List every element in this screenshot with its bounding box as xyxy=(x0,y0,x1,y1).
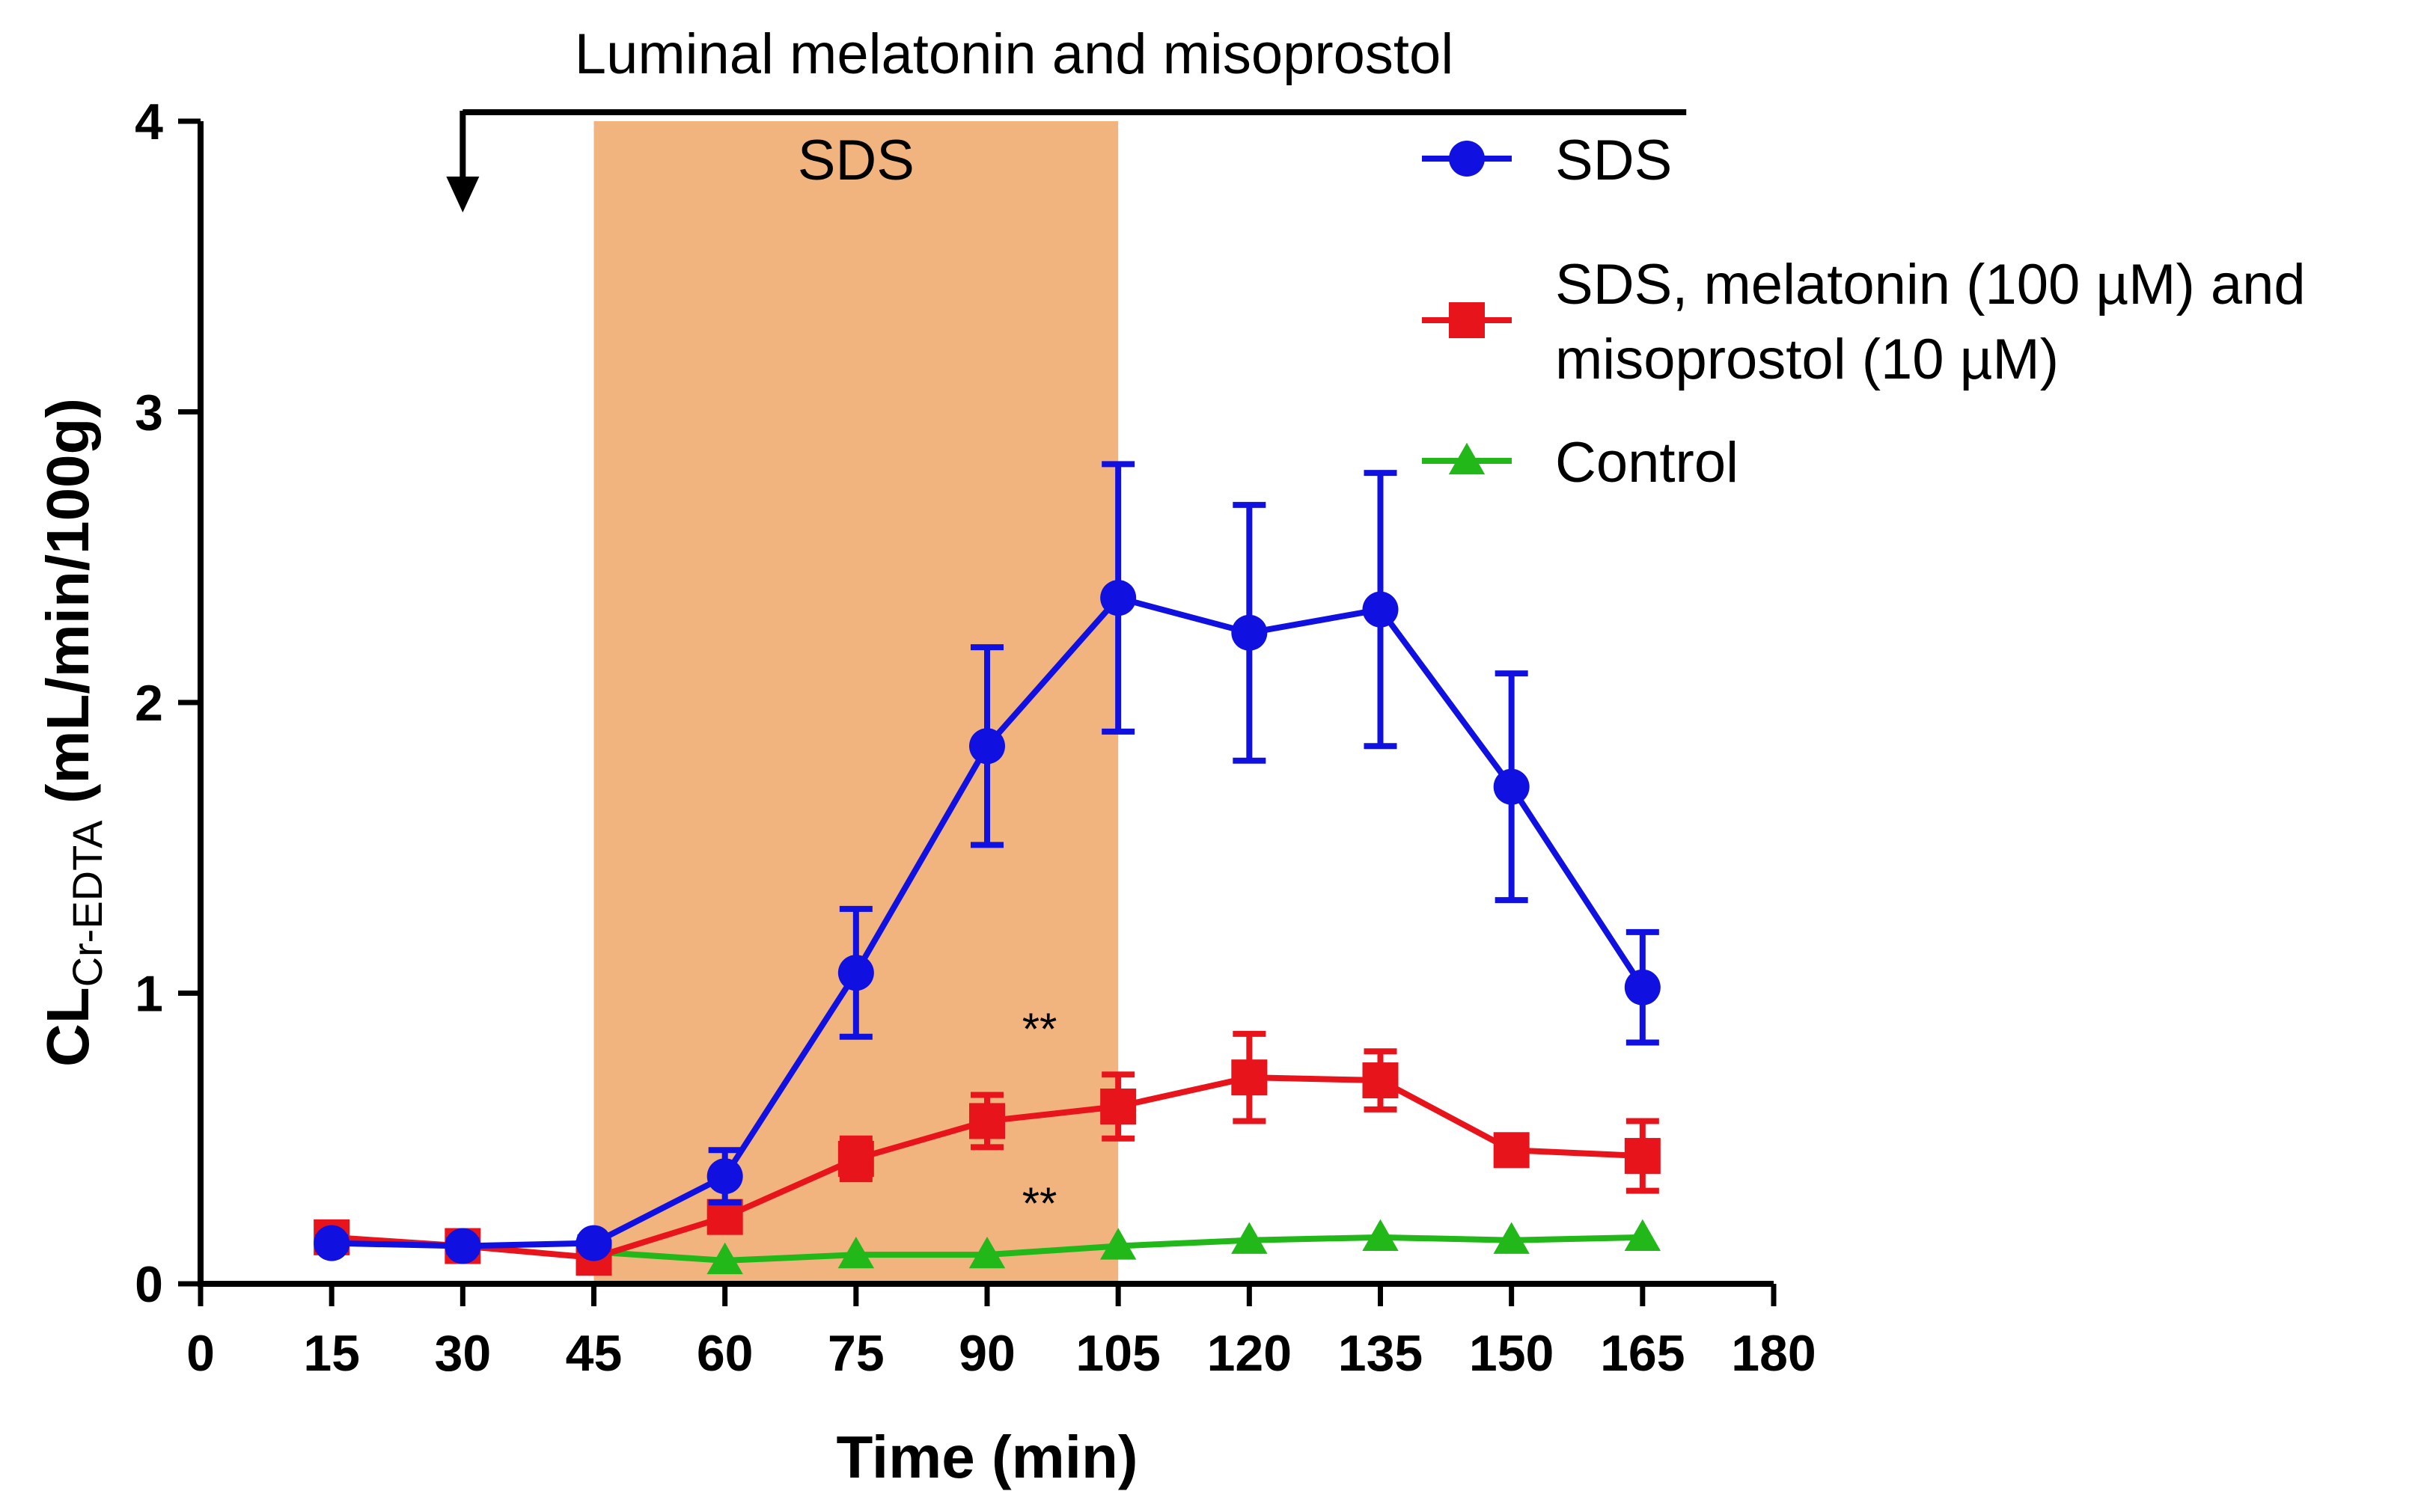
legend-marker xyxy=(1448,442,1486,475)
data-point xyxy=(576,1225,612,1261)
legend-entry: Control xyxy=(1422,431,1738,495)
legend-marker xyxy=(1449,141,1485,177)
x-tick-label: 120 xyxy=(1207,1325,1292,1382)
data-point xyxy=(1362,1219,1399,1251)
data-point xyxy=(1624,1138,1661,1175)
y-tick-label: 1 xyxy=(135,966,163,1023)
data-point xyxy=(314,1225,350,1261)
y-tick-label: 4 xyxy=(135,94,163,150)
data-point xyxy=(1362,591,1399,628)
sds-region-label: SDS xyxy=(798,129,915,192)
x-tick-label: 180 xyxy=(1731,1325,1816,1382)
x-tick-label: 165 xyxy=(1600,1325,1685,1382)
y-axis-title: CLCr-EDTA (mL/min/100g) xyxy=(34,398,111,1067)
x-tick-label: 30 xyxy=(435,1325,492,1382)
x-tick-label: 90 xyxy=(959,1325,1016,1382)
sds-shaded-region xyxy=(593,121,1119,1284)
x-axis-title: Time (min) xyxy=(836,1424,1138,1490)
legend-entry: SDS xyxy=(1422,129,1672,192)
legend-label: SDS, melatonin (100 µM) and xyxy=(1555,253,2306,316)
data-point xyxy=(837,955,874,991)
x-tick-label: 105 xyxy=(1075,1325,1160,1382)
data-point xyxy=(1231,1059,1268,1096)
data-point xyxy=(969,1103,1005,1139)
data-point xyxy=(706,1158,743,1195)
y-tick-label: 0 xyxy=(135,1256,163,1313)
x-tick-label: 45 xyxy=(566,1325,623,1382)
treatment-annotation: Luminal melatonin and misoprostol xyxy=(446,22,1687,212)
legend-label: Control xyxy=(1555,431,1738,495)
legend: SDS SDS, melatonin (100 µM) and misoprosto… xyxy=(1422,129,2306,495)
x-tick-label: 150 xyxy=(1469,1325,1554,1382)
significance-mark: ** xyxy=(1022,1178,1057,1228)
data-point xyxy=(837,1236,875,1269)
y-axis-title-units: (mL/min/100g) xyxy=(34,398,101,821)
data-point xyxy=(1493,1222,1530,1254)
data-point xyxy=(968,1236,1006,1269)
data-point xyxy=(1099,1228,1137,1260)
data-point xyxy=(1231,614,1268,651)
x-tick-label: 135 xyxy=(1338,1325,1423,1382)
axes: 0 15 30 45 60 75 90 105 120 135 150 165 180 0 1 2 3 4 Time… xyxy=(34,94,1816,1490)
legend-marker xyxy=(1449,302,1485,338)
data-point xyxy=(837,1140,874,1177)
data-point xyxy=(1624,1219,1661,1251)
significance-mark: ** xyxy=(1022,1004,1057,1054)
x-tick-label: 75 xyxy=(828,1325,885,1382)
data-point xyxy=(445,1228,481,1264)
y-axis-title-subscript: Cr-EDTA xyxy=(64,820,111,988)
data-point xyxy=(1493,768,1530,805)
data-point xyxy=(1100,1089,1137,1125)
series-sds xyxy=(314,461,1661,1264)
x-tick-label: 60 xyxy=(697,1325,754,1382)
data-point xyxy=(1231,1222,1268,1254)
legend-entry: SDS, melatonin (100 µM) and misoprostol (… xyxy=(1422,253,2306,391)
data-point xyxy=(1100,580,1137,616)
x-tick-label: 0 xyxy=(186,1325,215,1382)
legend-label: misoprostol (10 µM) xyxy=(1555,328,2059,391)
data-point xyxy=(1624,969,1661,1006)
legend-label: SDS xyxy=(1555,129,1672,192)
data-point xyxy=(1362,1062,1399,1099)
data-point xyxy=(706,1242,743,1275)
y-tick-label: 3 xyxy=(135,385,163,441)
series-layer: ** ** xyxy=(314,461,1661,1276)
treatment-arrow-head-icon xyxy=(446,177,480,212)
shaded-region-layer: SDS xyxy=(593,121,1119,1284)
data-point xyxy=(1493,1132,1530,1169)
treatment-label: Luminal melatonin and misoprostol xyxy=(575,22,1453,86)
x-tick-label: 15 xyxy=(303,1325,360,1382)
y-axis-title-main: CL xyxy=(34,987,101,1067)
data-point xyxy=(969,728,1005,765)
y-tick-label: 2 xyxy=(135,675,163,732)
